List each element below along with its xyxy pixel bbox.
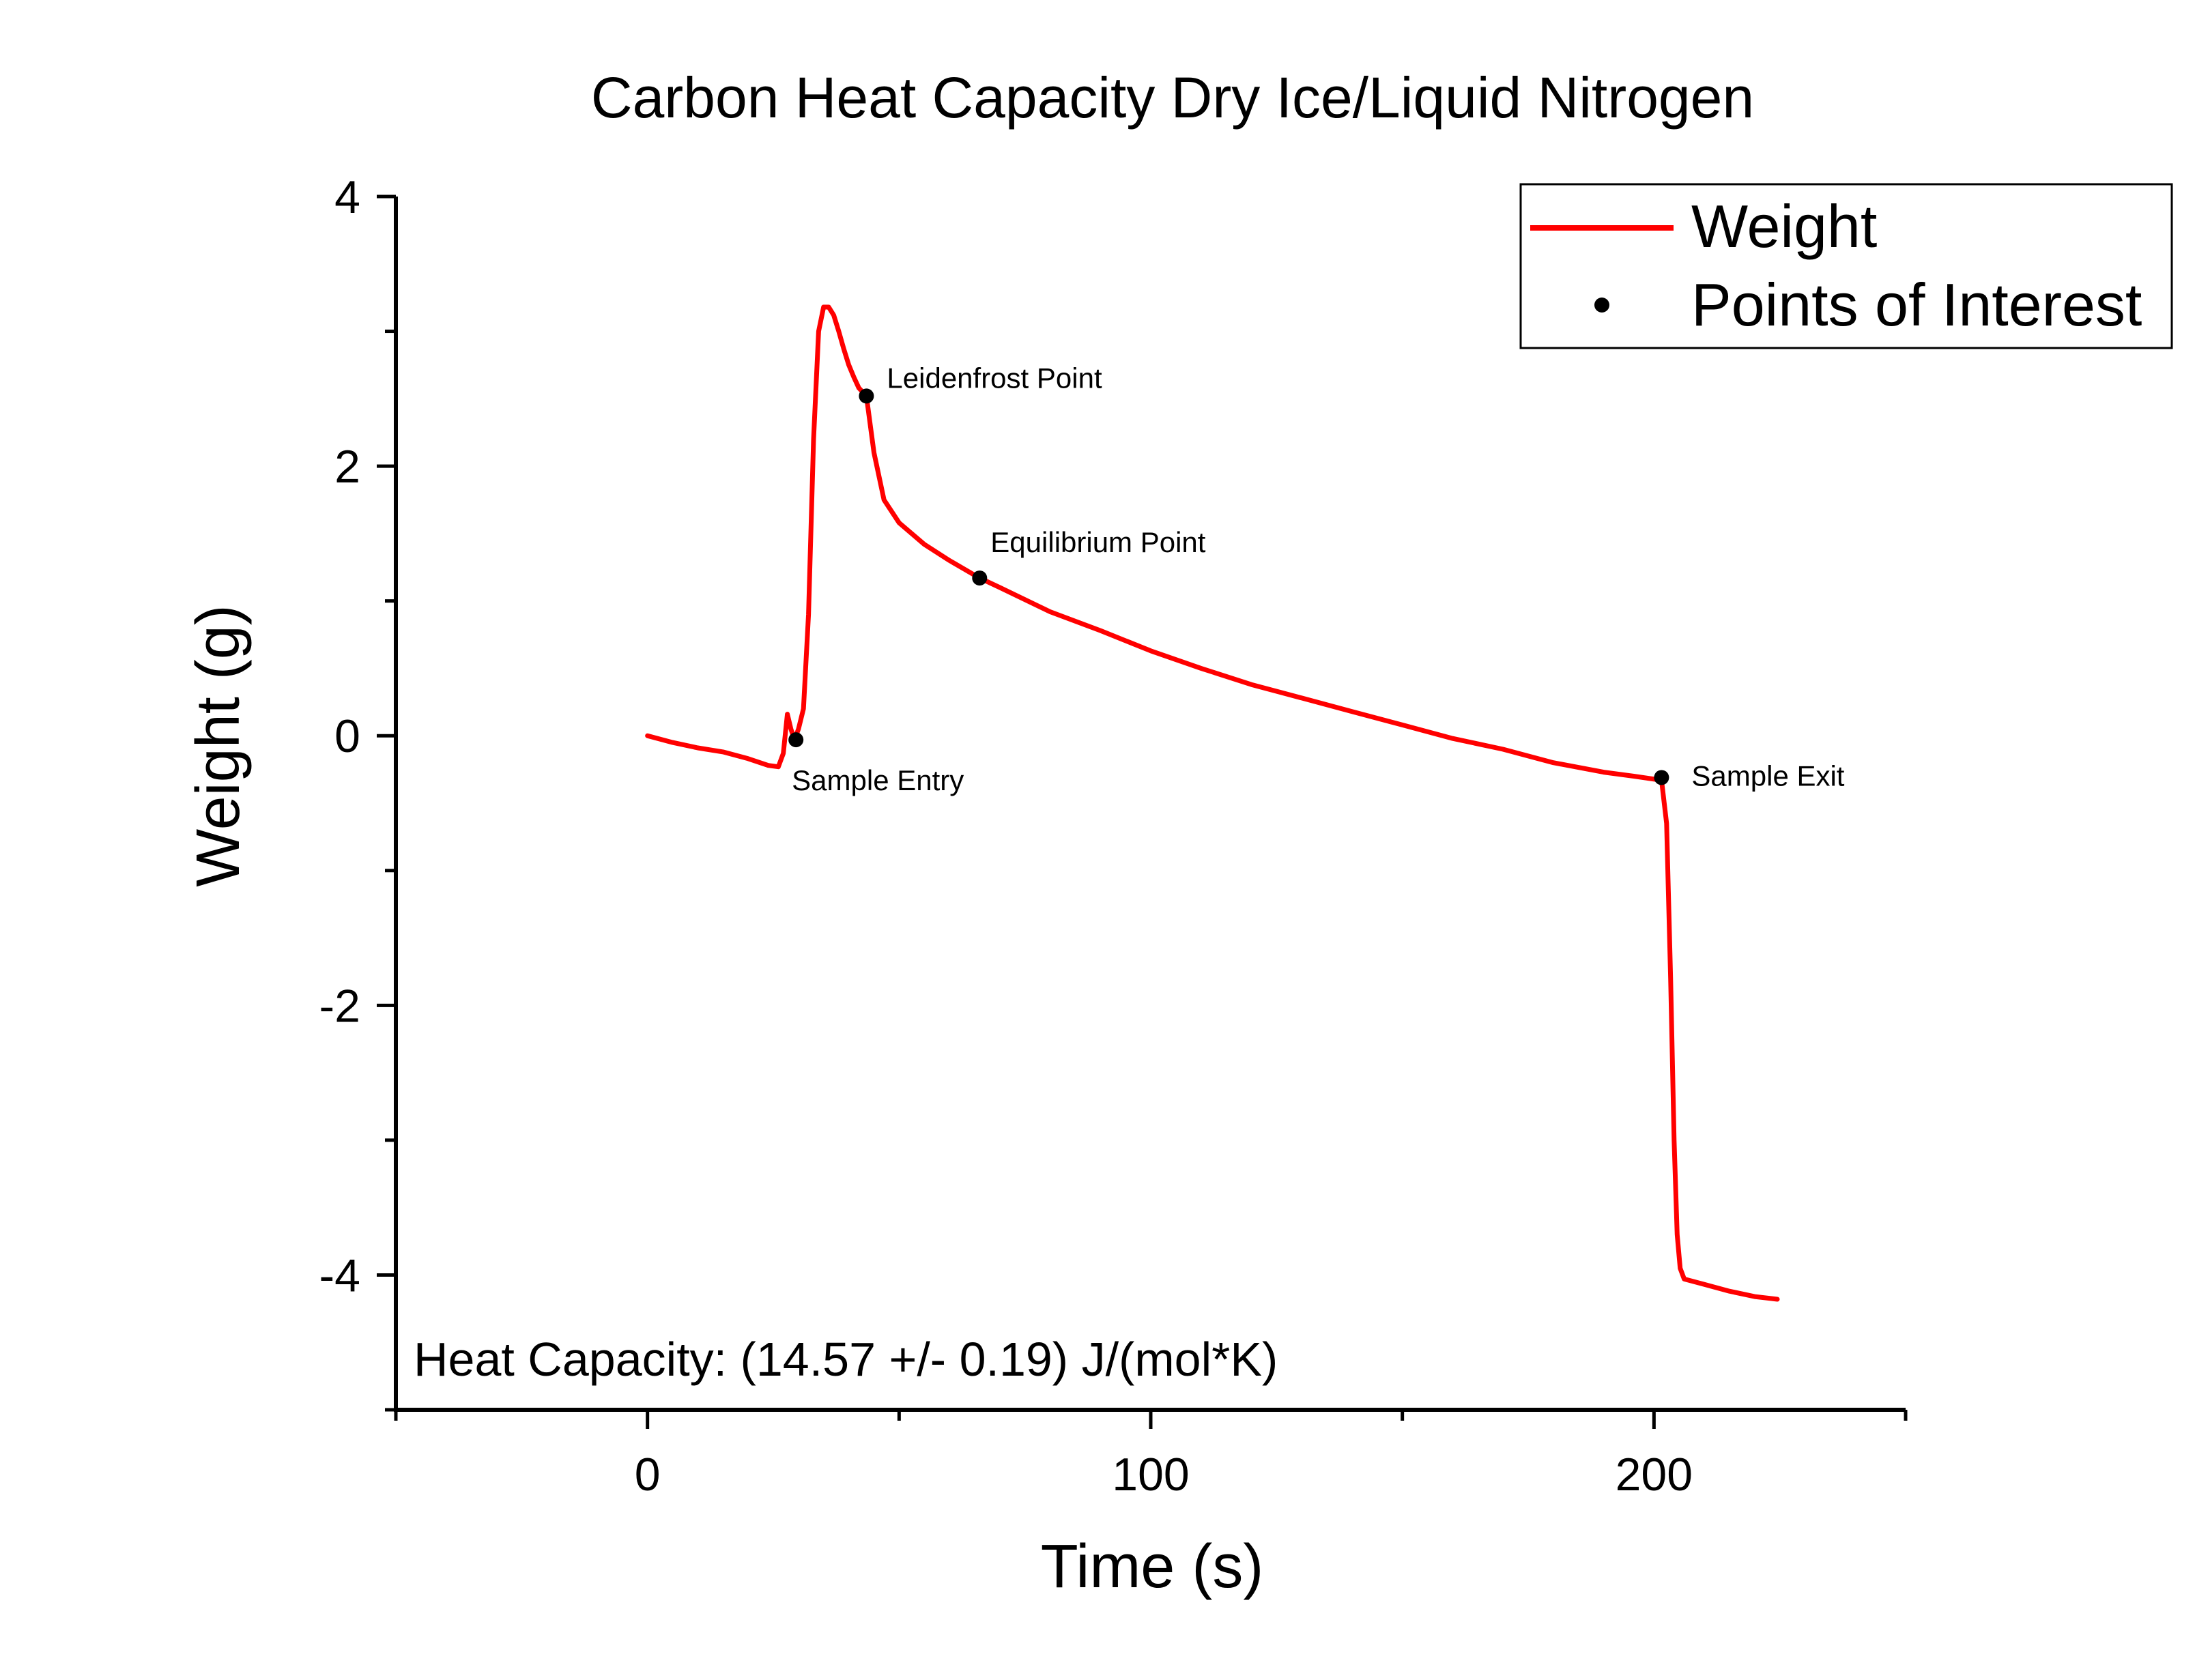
point-of-interest-label: Sample Entry	[792, 764, 964, 796]
x-tick-label: 200	[1616, 1449, 1693, 1501]
x-tick-label: 0	[635, 1449, 661, 1501]
y-tick-label: 0	[334, 710, 360, 762]
point-of-interest-marker	[788, 732, 804, 748]
point-labels: Sample Entry Leidenfrost Point Equilibrium…	[792, 362, 1845, 796]
y-tick-label: -4	[319, 1249, 360, 1301]
y-tick-label: 4	[334, 171, 360, 223]
legend: Weight Points of Interest	[1519, 183, 2173, 349]
y-tick-label: 2	[334, 441, 360, 493]
chart-title: Carbon Heat Capacity Dry Ice/Liquid Nitr…	[591, 66, 1754, 130]
legend-box	[1519, 183, 2173, 349]
legend-poi-swatch	[1594, 298, 1609, 313]
heat-capacity-annotation: Heat Capacity: (14.57 +/- 0.19) J/(mol*K…	[414, 1333, 1278, 1386]
plot-area: Sample Entry Leidenfrost Point Equilibrium…	[645, 304, 1845, 1302]
weight-series-line	[645, 304, 1780, 1302]
legend-weight-label: Weight	[1691, 192, 1877, 260]
legend-points-label: Points of Interest	[1691, 271, 2142, 338]
point-of-interest-marker	[859, 388, 874, 404]
point-of-interest-label: Leidenfrost Point	[887, 362, 1102, 394]
y-axis-label: Weight (g)	[184, 605, 253, 886]
point-of-interest-marker	[972, 570, 988, 586]
point-of-interest-marker	[1654, 770, 1669, 785]
ticks	[377, 194, 1908, 1429]
y-tick-label: -2	[319, 980, 360, 1032]
point-of-interest-label: Sample Exit	[1691, 759, 1844, 792]
tick-labels: 0 100 200 -4 -2 0 2 4	[319, 171, 1693, 1501]
x-axis-label: Time (s)	[1041, 1533, 1264, 1601]
x-tick-label: 100	[1112, 1449, 1189, 1501]
points-of-interest	[788, 388, 1669, 785]
point-of-interest-label: Equilibrium Point	[990, 526, 1205, 558]
